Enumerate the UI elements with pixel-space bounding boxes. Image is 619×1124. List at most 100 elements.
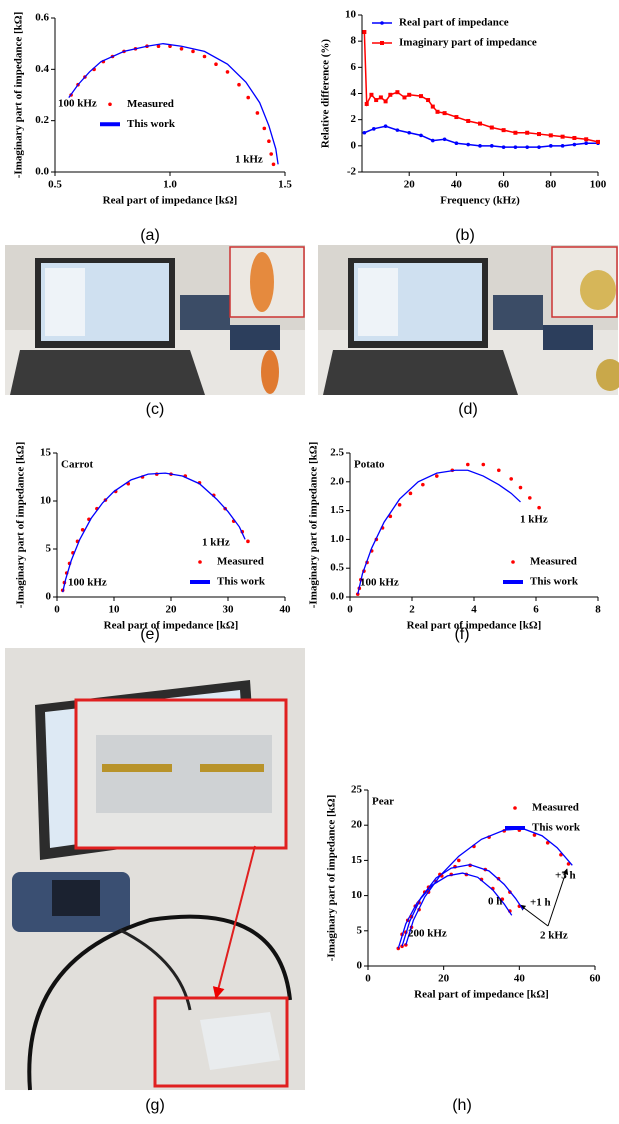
data-point: [545, 841, 550, 845]
legend-label: Measured: [127, 98, 174, 110]
y-tick-label: 0.6: [35, 12, 49, 24]
y-axis-label: -Imaginary part of impedance [kΩ]: [326, 795, 338, 961]
data-point: [442, 137, 447, 142]
legend-swatch: [108, 102, 112, 107]
legend-swatch: [380, 21, 384, 25]
y-tick-label: -2: [347, 166, 357, 178]
y-tick-label: 0.0: [330, 591, 344, 603]
legend-label: This work: [127, 118, 176, 130]
data-point: [237, 82, 241, 87]
data-point: [525, 130, 530, 135]
data-point: [407, 92, 412, 97]
legend-swatch: [380, 41, 384, 45]
x-tick-label: 2: [409, 604, 415, 616]
caption: (f): [454, 626, 469, 643]
data-point: [501, 145, 506, 149]
data-point: [457, 858, 461, 863]
data-point: [419, 94, 423, 99]
caption: (g): [145, 1097, 165, 1114]
annotation: 1 kHz: [202, 537, 230, 549]
x-tick-label: 40: [280, 604, 292, 616]
legend-label: Measured: [530, 556, 577, 568]
data-point: [267, 139, 271, 143]
data-point: [255, 111, 260, 115]
data-point: [372, 127, 376, 131]
data-point: [407, 130, 412, 135]
data-point: [454, 141, 459, 146]
data-point: [378, 95, 383, 100]
x-tick-label: 80: [545, 179, 557, 191]
data-point: [435, 474, 439, 478]
y-tick-label: 1.0: [330, 533, 344, 545]
data-point: [214, 62, 218, 66]
x-tick-label: 60: [590, 973, 602, 985]
arrows: [519, 868, 569, 927]
data-point: [431, 138, 435, 143]
legend-swatch: [198, 560, 202, 564]
x-tick-label: 8: [595, 604, 601, 616]
series-line: [397, 872, 513, 949]
data-point: [489, 125, 494, 130]
x-axis-label: Real part of impedance [kΩ]: [414, 989, 549, 1001]
data-point: [369, 92, 374, 97]
y-tick-label: 2: [351, 113, 357, 125]
data-point: [490, 144, 494, 148]
x-tick-label: 0: [54, 604, 60, 616]
data-point: [246, 95, 250, 100]
data-point: [513, 130, 518, 135]
x-tick-label: 30: [223, 604, 235, 616]
data-point: [421, 482, 425, 487]
data-point: [509, 477, 513, 481]
data-point: [584, 141, 588, 146]
series-line: [405, 828, 573, 946]
data-point: [430, 104, 435, 109]
legend-swatch: [505, 826, 525, 830]
caption: (e): [140, 626, 160, 643]
data-point: [481, 462, 486, 467]
data-point: [362, 130, 367, 135]
chart-title: Potato: [354, 459, 385, 471]
y-tick-label: 15: [351, 854, 363, 866]
series-line: [363, 31, 599, 143]
data-point: [191, 49, 195, 54]
caption: (c): [146, 401, 165, 418]
legend-label: Measured: [532, 802, 579, 814]
annotation: 1 kHz: [235, 154, 263, 166]
data-point: [537, 505, 541, 510]
x-tick-label: 40: [514, 973, 526, 985]
x-tick-label: 1.0: [163, 179, 177, 191]
annotation: 0 h: [488, 896, 502, 908]
data-point: [548, 133, 553, 138]
data-point: [395, 128, 400, 132]
data-point: [202, 54, 207, 59]
x-tick-label: 40: [451, 179, 463, 191]
caption: (h): [452, 1097, 472, 1114]
data-point: [525, 145, 529, 149]
series-line: [62, 472, 246, 593]
data-point: [532, 833, 537, 837]
legend-label: Real part of impedance: [399, 17, 509, 29]
legend-label: This work: [217, 576, 266, 588]
x-tick-label: 10: [109, 604, 121, 616]
legend-label: Measured: [217, 556, 264, 568]
y-tick-label: 5: [357, 924, 363, 936]
data-point: [397, 503, 402, 507]
y-axis-label: -Imaginary part of impedance [kΩ]: [308, 442, 320, 608]
x-tick-label: 20: [166, 604, 178, 616]
legend-swatch: [190, 580, 210, 584]
x-axis-label: Real part of impedance [kΩ]: [103, 195, 238, 207]
chart-title: Carrot: [61, 459, 94, 471]
x-tick-label: 20: [438, 973, 450, 985]
y-axis-label: Relative difference (%): [320, 39, 332, 148]
x-tick-label: 60: [498, 179, 510, 191]
data-point: [362, 30, 367, 35]
data-point: [435, 109, 440, 114]
data-point: [388, 92, 393, 97]
data-point: [454, 115, 459, 120]
legend-label: This work: [532, 822, 581, 834]
x-tick-label: 0.5: [48, 179, 62, 191]
x-tick-label: 6: [533, 604, 539, 616]
y-tick-label: 0: [46, 591, 52, 603]
data-point: [388, 514, 393, 519]
